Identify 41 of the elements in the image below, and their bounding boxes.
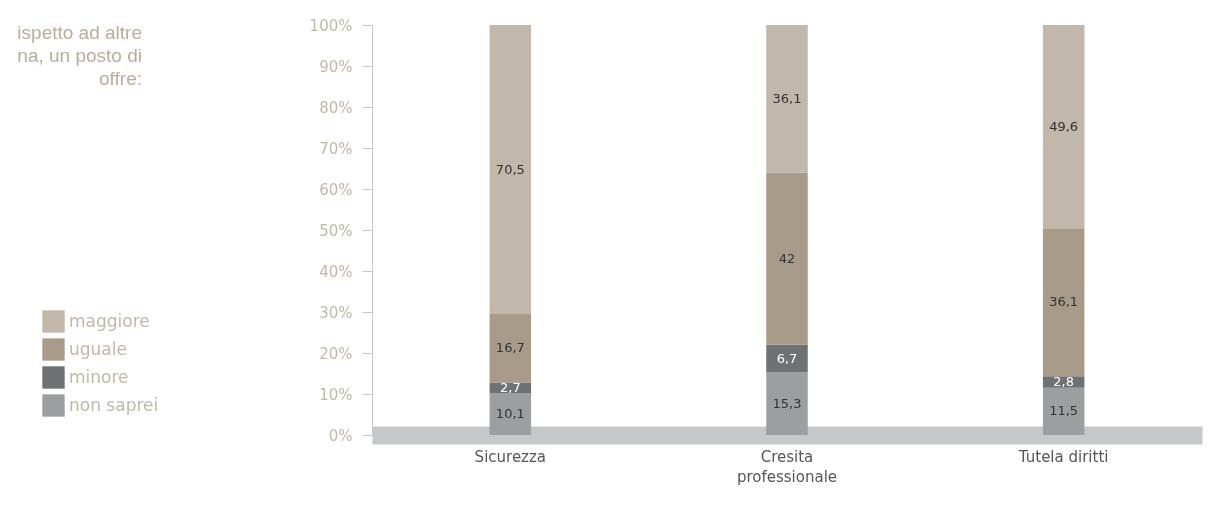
data-label: 15,3 [772, 395, 802, 411]
x-tick-label: Tutela diritti [1017, 447, 1109, 466]
x-tick-label: Sicurezza [474, 447, 547, 466]
legend-label: uguale [69, 338, 127, 359]
data-label: 70,5 [495, 161, 525, 177]
data-label: 49,6 [1049, 118, 1079, 134]
y-tick-label: 40% [319, 262, 353, 281]
data-label: 6,7 [776, 350, 798, 366]
data-label: 2,7 [499, 380, 521, 396]
legend-label: non saprei [69, 394, 159, 415]
y-tick-label: 30% [319, 303, 353, 322]
data-label: 2,8 [1053, 374, 1075, 390]
y-tick-label: 10% [319, 385, 353, 404]
y-tick-label: 60% [319, 180, 353, 199]
bar [766, 372, 808, 435]
y-tick-label: 20% [319, 344, 353, 363]
data-label: 36,1 [1049, 294, 1079, 310]
text: ispetto ad altre na, un posto di offre: [17, 22, 142, 89]
bar [766, 172, 808, 345]
data-label: 42 [778, 250, 796, 266]
y-tick-label: 50% [319, 221, 353, 240]
legend-label: minore [69, 366, 129, 387]
x-tick-label: Cresita professionale [736, 447, 838, 486]
data-label: 36,1 [772, 90, 802, 106]
y-tick-label: 80% [319, 98, 353, 117]
data-label: 16,7 [495, 340, 525, 356]
bar [1042, 228, 1085, 377]
y-tick-label: 0% [328, 426, 353, 445]
y-tick-label: 90% [319, 57, 353, 76]
legend-label: maggiore [69, 310, 150, 331]
bar [489, 25, 532, 315]
bar [489, 314, 532, 383]
data-label: 10,1 [495, 406, 525, 422]
data-label: 11,5 [1049, 403, 1079, 419]
bar [1042, 387, 1085, 435]
y-tick-label: 100% [309, 16, 353, 35]
bar [489, 393, 532, 435]
y-tick-label: 70% [319, 139, 353, 158]
bar [766, 25, 808, 173]
bar [1042, 25, 1085, 229]
bar [766, 344, 808, 373]
